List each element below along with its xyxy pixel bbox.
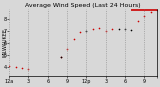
Title: Average Wind Speed (Last 24 Hours): Average Wind Speed (Last 24 Hours)	[25, 3, 141, 8]
Y-axis label: MILWAUKEE: MILWAUKEE	[3, 28, 8, 57]
